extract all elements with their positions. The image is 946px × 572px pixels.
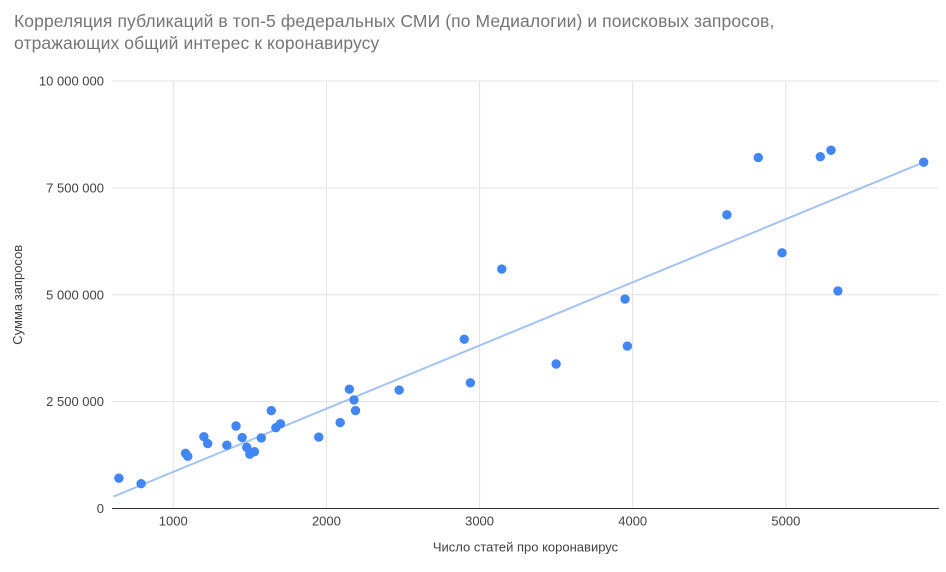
data-point[interactable] bbox=[459, 334, 469, 344]
trend-line bbox=[113, 161, 925, 498]
data-point[interactable] bbox=[826, 145, 836, 155]
data-point[interactable] bbox=[777, 248, 787, 258]
y-tick-label: 7 500 000 bbox=[46, 180, 104, 195]
x-tick-label: 1000 bbox=[159, 514, 188, 529]
data-point[interactable] bbox=[314, 432, 324, 442]
x-tick-label: 5000 bbox=[771, 514, 800, 529]
data-point[interactable] bbox=[256, 433, 267, 443]
data-point[interactable] bbox=[199, 431, 209, 442]
data-point[interactable] bbox=[815, 151, 826, 162]
data-point[interactable] bbox=[350, 405, 361, 416]
data-point[interactable] bbox=[344, 384, 355, 394]
y-tick-label: 10 000 000 bbox=[39, 74, 104, 89]
data-point[interactable] bbox=[349, 395, 359, 405]
data-point[interactable] bbox=[136, 479, 146, 489]
data-point[interactable] bbox=[249, 446, 260, 457]
x-tick-label: 2000 bbox=[312, 514, 341, 529]
data-point[interactable] bbox=[465, 378, 476, 388]
y-tick-label: 0 bbox=[97, 501, 104, 516]
data-point[interactable] bbox=[394, 385, 404, 395]
data-point[interactable] bbox=[497, 264, 507, 274]
chart-title-line-2: отражающих общий интерес к коронавирусу bbox=[14, 33, 380, 53]
data-point[interactable] bbox=[266, 405, 276, 416]
data-point[interactable] bbox=[722, 210, 732, 220]
data-point[interactable] bbox=[918, 157, 929, 167]
x-axis-title: Число статей про коронавирус bbox=[433, 540, 619, 555]
data-point[interactable] bbox=[183, 451, 193, 462]
data-point[interactable] bbox=[231, 421, 241, 431]
data-point[interactable] bbox=[551, 359, 561, 369]
x-tick-label: 3000 bbox=[465, 514, 494, 529]
data-point[interactable] bbox=[622, 341, 633, 351]
data-point[interactable] bbox=[203, 438, 213, 449]
data-point[interactable] bbox=[237, 432, 247, 443]
y-tick-label: 5 000 000 bbox=[46, 287, 104, 302]
chart-title-line-1: Корреляция публикаций в топ-5 федеральны… bbox=[14, 11, 775, 31]
data-point[interactable] bbox=[620, 294, 630, 304]
data-point[interactable] bbox=[114, 473, 124, 483]
x-tick-label: 4000 bbox=[618, 514, 647, 529]
data-point[interactable] bbox=[833, 286, 843, 296]
y-axis-title: Сумма запросов bbox=[10, 245, 25, 345]
data-point[interactable] bbox=[275, 419, 286, 429]
data-point[interactable] bbox=[335, 417, 345, 428]
chart-title: Корреляция публикаций в топ-5 федеральны… bbox=[14, 10, 914, 54]
y-tick-label: 2 500 000 bbox=[46, 394, 104, 409]
data-point[interactable] bbox=[753, 152, 763, 163]
data-point[interactable] bbox=[222, 440, 232, 450]
